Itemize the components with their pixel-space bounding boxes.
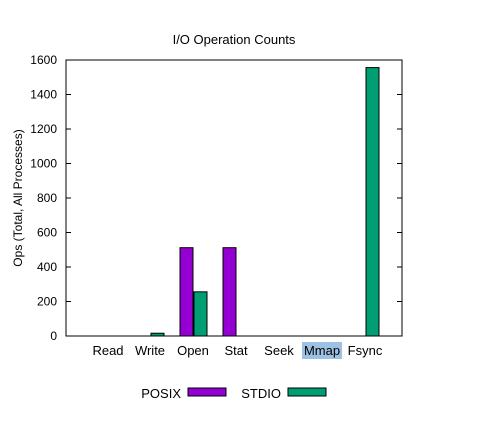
bar-stdio-open: [194, 292, 207, 336]
bar-posix-open: [180, 248, 193, 336]
y-tick-label: 1600: [30, 53, 57, 67]
bar-stdio-fsync: [366, 68, 379, 336]
legend-label: POSIX: [141, 386, 181, 401]
x-axis-categories: Read Write Open Stat Seek Mmap Fsync: [92, 342, 382, 359]
category-label: Fsync: [348, 343, 383, 358]
y-tick-label: 200: [37, 295, 57, 309]
category-label: Seek: [264, 343, 294, 358]
y-tick-label: 1000: [30, 157, 57, 171]
y-tick-label: 800: [37, 191, 57, 205]
y-tick-label: 400: [37, 260, 57, 274]
legend-swatch: [188, 388, 226, 396]
chart-title: I/O Operation Counts: [173, 32, 296, 47]
y-tick-label: 0: [50, 329, 57, 343]
y-tick-label: 1400: [30, 88, 57, 102]
bar-posix-stat: [223, 248, 236, 336]
y-axis-ticks: 0 200 400 600 800 1000 1200 1400 1600: [30, 53, 402, 343]
bars: [151, 68, 379, 336]
y-axis-label: Ops (Total, All Processes): [11, 129, 25, 266]
category-label: Open: [177, 343, 209, 358]
legend-swatch: [288, 388, 326, 396]
y-tick-label: 600: [37, 226, 57, 240]
category-label: Mmap: [304, 343, 340, 358]
category-label: Stat: [224, 343, 248, 358]
y-tick-label: 1200: [30, 122, 57, 136]
legend: POSIX STDIO: [141, 386, 326, 401]
category-label: Read: [92, 343, 123, 358]
category-label: Write: [135, 343, 165, 358]
legend-label: STDIO: [241, 386, 281, 401]
